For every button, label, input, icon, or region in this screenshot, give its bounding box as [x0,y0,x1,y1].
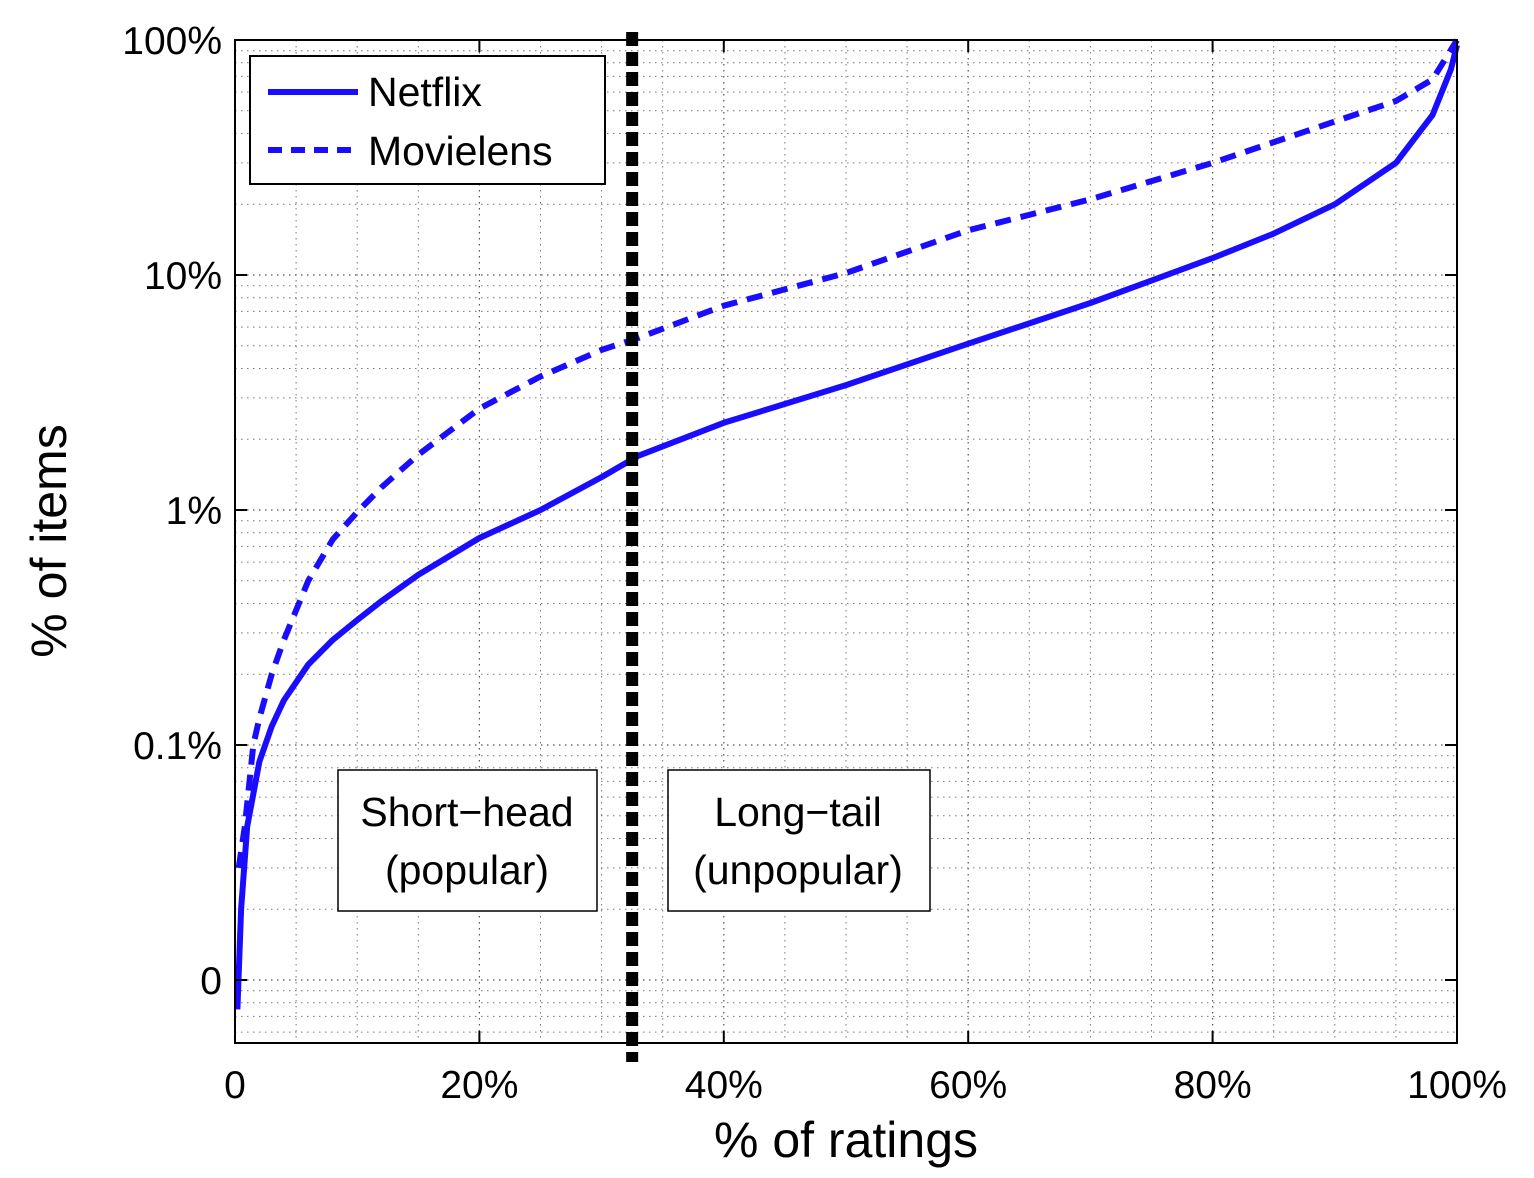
x-tick-label: 100% [1407,1064,1507,1107]
y-axis-title: % of items [21,424,77,657]
plot-frame [234,39,1458,1044]
series-line-netflix [234,44,1460,1010]
annotation-short-head-box [337,769,598,912]
series-group [234,38,1460,1010]
y-tick-label: 0.1% [133,725,222,768]
legend: Netflix Movielens [249,55,606,185]
x-tick-label: 40% [685,1064,763,1107]
x-axis-title: % of ratings [714,1112,978,1168]
legend-movielens-label: Movielens [368,128,553,174]
x-tick-label: 60% [929,1064,1007,1107]
series-line-movielens [235,38,1460,869]
annotation-long-tail-line2: (unpopular) [693,847,903,893]
annotation-short-head: Short−head (popular) [337,769,598,912]
legend-box [249,55,606,185]
y-tick-label: 100% [122,20,222,63]
y-tick-label: 0 [200,960,222,1003]
y-tick-label: 10% [144,255,222,298]
x-tick-label: 20% [440,1064,518,1107]
legend-netflix-label: Netflix [368,69,482,115]
x-tick-label: 0 [224,1064,246,1107]
tick-marks [234,39,1458,1043]
y-tick-labels: 100% 10% 1% 0.1% 0 [122,20,222,1003]
annotation-long-tail: Long−tail (unpopular) [667,769,931,912]
annotation-long-tail-box [667,769,931,912]
y-tick-label: 1% [166,490,222,533]
annotation-short-head-line1: Short−head [360,789,573,835]
x-tick-label: 80% [1174,1064,1252,1107]
annotation-short-head-line2: (popular) [385,847,549,893]
x-tick-labels: 0 20% 40% 60% 80% 100% [224,1064,1507,1107]
annotation-long-tail-line1: Long−tail [714,789,882,835]
